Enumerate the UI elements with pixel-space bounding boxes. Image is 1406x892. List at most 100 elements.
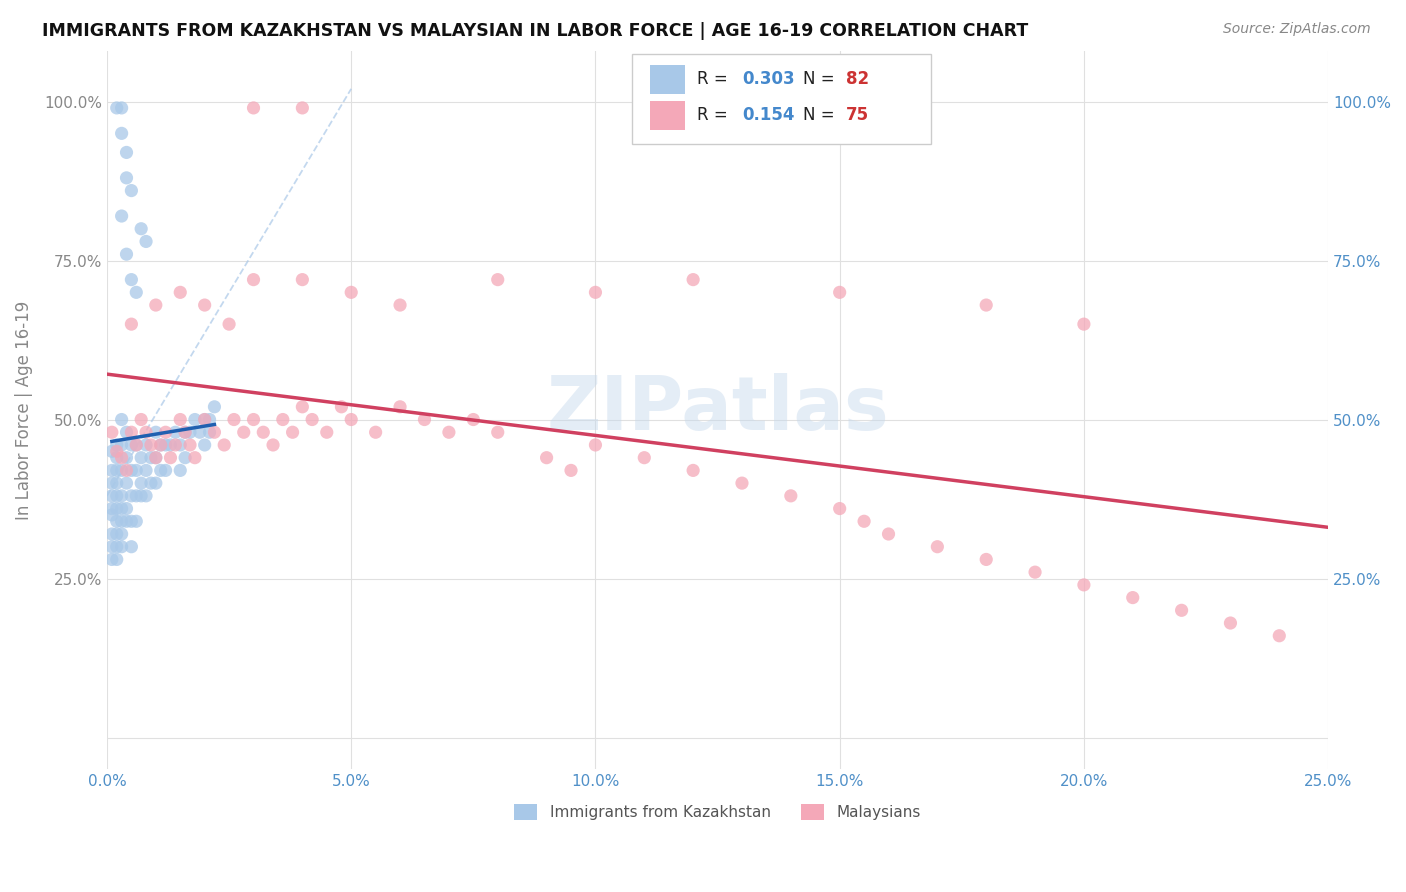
Point: [1122, 591, 1144, 605]
Text: 75: 75: [846, 106, 869, 124]
Text: 0.303: 0.303: [742, 70, 794, 88]
Point: [731, 476, 754, 491]
Point: [682, 101, 704, 115]
FancyBboxPatch shape: [633, 54, 931, 145]
Point: [135, 438, 157, 452]
Point: [262, 438, 284, 452]
Point: [105, 501, 128, 516]
Point: [105, 438, 128, 452]
Point: [145, 476, 167, 491]
Point: [135, 235, 157, 249]
Point: [145, 450, 167, 465]
Point: [204, 425, 226, 440]
Point: [129, 489, 152, 503]
Point: [129, 412, 152, 426]
Point: [330, 400, 353, 414]
Point: [340, 412, 363, 426]
Point: [111, 540, 134, 554]
Point: [222, 412, 245, 426]
Point: [101, 463, 124, 477]
Point: [111, 126, 134, 140]
Point: [204, 400, 226, 414]
Point: [120, 317, 142, 331]
Point: [101, 444, 124, 458]
Point: [111, 463, 134, 477]
Point: [120, 540, 142, 554]
Point: [682, 272, 704, 286]
Point: [125, 463, 148, 477]
Point: [125, 438, 148, 452]
Point: [242, 272, 264, 286]
Point: [105, 444, 128, 458]
Point: [111, 450, 134, 465]
Text: R =: R =: [697, 70, 733, 88]
Point: [301, 412, 323, 426]
Point: [149, 438, 172, 452]
Point: [232, 425, 254, 440]
Point: [536, 450, 558, 465]
Point: [194, 438, 217, 452]
Point: [281, 425, 304, 440]
Point: [198, 425, 221, 440]
Point: [194, 298, 217, 312]
Point: [583, 438, 606, 452]
Point: [927, 540, 949, 554]
Point: [135, 425, 157, 440]
Point: [120, 463, 142, 477]
Point: [145, 425, 167, 440]
Point: [111, 438, 134, 452]
Point: [125, 438, 148, 452]
Point: [1219, 615, 1241, 630]
Bar: [651, 101, 685, 129]
Point: [242, 412, 264, 426]
Point: [139, 476, 162, 491]
Point: [315, 425, 337, 440]
Point: [583, 285, 606, 300]
Point: [115, 450, 138, 465]
Point: [212, 438, 235, 452]
Point: [389, 400, 412, 414]
Point: [165, 438, 187, 452]
Point: [486, 272, 509, 286]
Point: [169, 285, 191, 300]
Point: [125, 489, 148, 503]
Text: 0.154: 0.154: [742, 106, 794, 124]
Point: [115, 476, 138, 491]
Point: [188, 425, 211, 440]
Point: [111, 412, 134, 426]
Point: [169, 463, 191, 477]
Point: [105, 527, 128, 541]
Point: [291, 400, 314, 414]
Point: [105, 450, 128, 465]
Point: [115, 501, 138, 516]
Point: [115, 514, 138, 528]
Point: [364, 425, 387, 440]
Point: [145, 298, 167, 312]
Point: [194, 412, 217, 426]
Point: [853, 514, 876, 528]
Point: [560, 463, 582, 477]
Point: [115, 463, 138, 477]
Point: [105, 101, 128, 115]
Point: [198, 412, 221, 426]
Point: [179, 438, 201, 452]
Point: [149, 463, 172, 477]
Point: [974, 552, 997, 566]
Text: N =: N =: [803, 70, 839, 88]
Point: [271, 412, 294, 426]
Point: [159, 438, 181, 452]
Point: [105, 476, 128, 491]
Point: [413, 412, 436, 426]
Point: [105, 514, 128, 528]
Point: [105, 489, 128, 503]
Point: [101, 489, 124, 503]
Point: [1073, 578, 1095, 592]
Point: [1268, 629, 1291, 643]
Point: [291, 101, 314, 115]
Point: [101, 501, 124, 516]
Point: [1170, 603, 1192, 617]
Point: [111, 101, 134, 115]
Text: ZIPatlas: ZIPatlas: [547, 374, 889, 447]
Point: [682, 463, 704, 477]
Point: [779, 489, 801, 503]
